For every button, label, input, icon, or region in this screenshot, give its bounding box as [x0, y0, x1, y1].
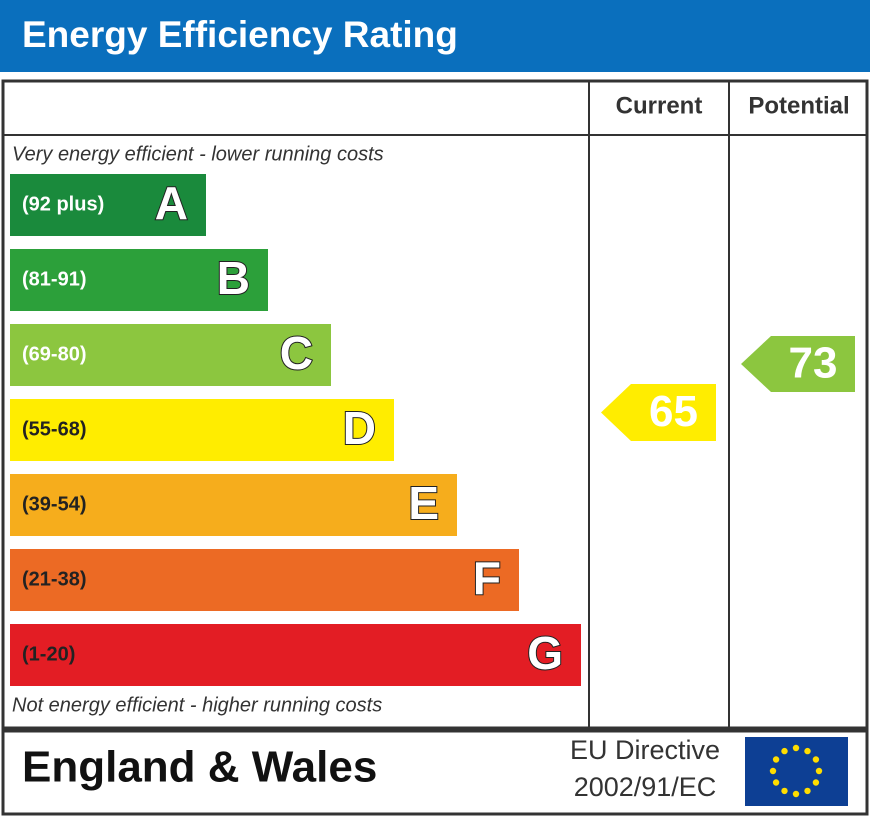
eu-star: [792, 790, 800, 798]
band-bar: [10, 474, 457, 536]
band-range: (21-38): [22, 568, 86, 590]
directive: EU Directive: [570, 735, 720, 765]
band-bar: [10, 249, 268, 311]
eu-star: [815, 767, 823, 775]
band-bar: [10, 549, 519, 611]
column-header: Current: [616, 92, 703, 119]
band-range: (92 plus): [22, 193, 104, 215]
band-bar: [10, 324, 331, 386]
eu-star: [812, 779, 820, 786]
rating-arrow: [741, 336, 855, 392]
eu-star: [772, 756, 780, 763]
band-letter: D: [343, 402, 376, 454]
rating-value: 73: [789, 339, 838, 388]
band-letter: G: [527, 627, 563, 679]
eu-star: [781, 787, 788, 795]
bottom-note: Not energy efficient - higher running co…: [12, 694, 382, 716]
band-letter: E: [408, 477, 439, 529]
rating-arrow: [601, 384, 716, 441]
band-range: (1-20): [22, 643, 75, 665]
band-range: (55-68): [22, 418, 86, 440]
eu-star: [812, 756, 820, 763]
footer-frame: [1, 729, 869, 816]
header-bar: [0, 0, 870, 72]
band-range: (81-91): [22, 268, 86, 290]
eu-star: [804, 787, 811, 795]
eu-star: [781, 747, 788, 755]
band-range: (69-80): [22, 343, 86, 365]
eu-stars: [769, 744, 823, 798]
band-letter: F: [473, 552, 501, 604]
top-note: Very energy efficient - lower running co…: [12, 143, 384, 165]
eu-star: [804, 747, 811, 755]
band-bar: [10, 399, 394, 461]
eu-star: [769, 767, 777, 775]
band-letter: C: [280, 327, 313, 379]
band-letter: B: [217, 252, 250, 304]
directive: 2002/91/EC: [574, 772, 717, 802]
eu-star: [792, 744, 800, 752]
title: Energy Efficiency Rating: [22, 14, 458, 55]
band-bar: [10, 174, 206, 236]
band-letter: A: [155, 177, 188, 229]
rating-value: 65: [649, 387, 698, 436]
band-range: (39-54): [22, 493, 86, 515]
column-header: Potential: [748, 92, 849, 119]
region: England & Wales: [22, 743, 377, 792]
band-bar: [10, 624, 581, 686]
eu-star: [772, 779, 780, 786]
main-frame: [1, 79, 869, 730]
